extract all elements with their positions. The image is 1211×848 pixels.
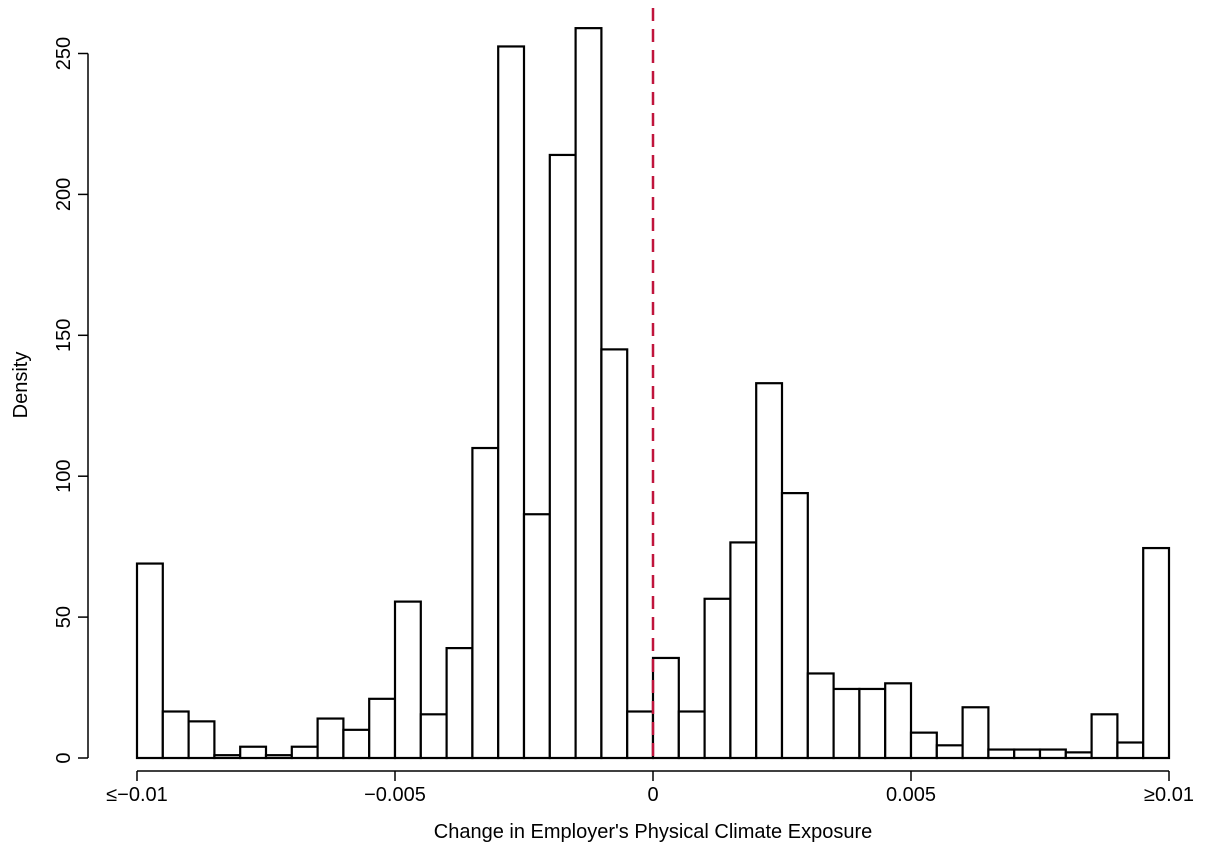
histogram-bar [651, 656, 680, 760]
histogram-bar [703, 597, 732, 760]
y-tick-label: 50 [53, 606, 75, 628]
histogram-bar [884, 682, 913, 760]
histogram-bar [316, 717, 345, 760]
histogram-bar [1116, 741, 1145, 760]
y-axis: 0 50 100 150 200 250 [53, 37, 89, 764]
histogram-bar [935, 744, 964, 760]
histogram-bar [548, 153, 577, 760]
histogram-bar [187, 720, 216, 760]
histogram-bar [342, 728, 371, 760]
histogram-bar [471, 446, 500, 760]
histogram-bar [239, 745, 268, 760]
histogram-bar [419, 713, 448, 760]
histogram-bar [987, 748, 1016, 760]
histogram-bar [677, 710, 706, 760]
x-tick-label: 0 [647, 784, 658, 806]
histogram-bar [1090, 713, 1119, 760]
y-tick-label: 150 [53, 319, 75, 352]
y-tick-label: 250 [53, 37, 75, 70]
histogram-bar [626, 710, 655, 760]
histogram-bar [264, 754, 293, 760]
y-tick-label: 200 [53, 178, 75, 211]
histogram-bar [961, 706, 990, 760]
y-tick-label: 0 [53, 752, 75, 763]
histogram-bar [1142, 546, 1171, 760]
histogram-bar [497, 45, 526, 760]
histogram-bar [909, 731, 938, 760]
histogram-bar [213, 754, 242, 760]
histogram-bar [1064, 751, 1093, 760]
x-tick-label: ≥0.01 [1144, 784, 1194, 806]
histogram-bar [729, 541, 758, 760]
y-axis-label: Density [10, 352, 32, 419]
histogram-bar [393, 600, 422, 760]
histogram-bar [1013, 748, 1042, 760]
x-tick-label: −0.005 [364, 784, 426, 806]
x-tick-label: 0.005 [886, 784, 936, 806]
histogram-bar [522, 513, 551, 760]
y-tick-label: 100 [53, 460, 75, 493]
x-axis-label: Change in Employer's Physical Climate Ex… [434, 821, 872, 843]
histogram-bar [858, 687, 887, 760]
histogram-bar [574, 27, 603, 760]
histogram-bar [806, 672, 835, 760]
histogram-bar [290, 745, 319, 760]
histogram-bar [755, 382, 784, 760]
histogram-bar [780, 492, 809, 760]
histogram-bar [600, 348, 629, 760]
histogram-bar [1038, 748, 1067, 760]
histogram-bar [368, 697, 397, 760]
histogram-bar [832, 687, 861, 760]
histogram-bar [445, 646, 474, 760]
histogram-bar [135, 562, 164, 760]
histogram-bar [161, 710, 190, 760]
x-tick-label: ≤−0.01 [106, 784, 168, 806]
x-axis: ≤−0.01 −0.005 0 0.005 ≥0.01 [106, 770, 1194, 806]
histogram-bars [135, 27, 1171, 760]
